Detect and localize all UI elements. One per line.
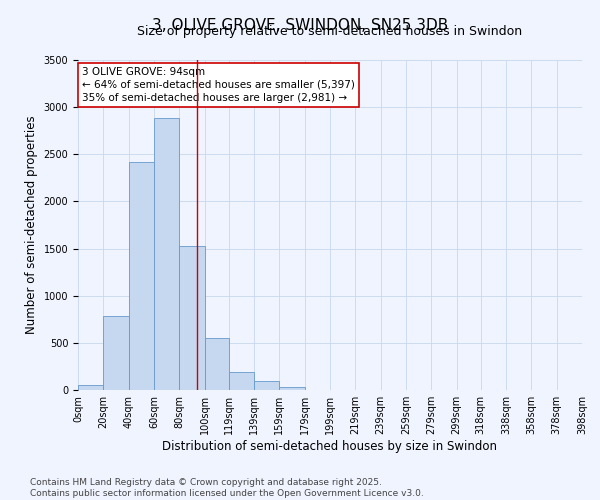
X-axis label: Distribution of semi-detached houses by size in Swindon: Distribution of semi-detached houses by …	[163, 440, 497, 453]
Text: Contains HM Land Registry data © Crown copyright and database right 2025.
Contai: Contains HM Land Registry data © Crown c…	[30, 478, 424, 498]
Y-axis label: Number of semi-detached properties: Number of semi-detached properties	[25, 116, 38, 334]
Bar	[128, 162, 154, 390]
Bar	[179, 246, 205, 390]
Bar	[280, 387, 305, 390]
Title: Size of property relative to semi-detached houses in Swindon: Size of property relative to semi-detach…	[137, 25, 523, 38]
Bar	[103, 316, 128, 390]
Bar	[205, 338, 229, 390]
Text: 3, OLIVE GROVE, SWINDON, SN25 3DB: 3, OLIVE GROVE, SWINDON, SN25 3DB	[152, 18, 448, 32]
Bar	[78, 386, 103, 390]
Bar	[229, 372, 254, 390]
Bar	[254, 380, 280, 390]
Bar	[154, 118, 179, 390]
Text: 3 OLIVE GROVE: 94sqm
← 64% of semi-detached houses are smaller (5,397)
35% of se: 3 OLIVE GROVE: 94sqm ← 64% of semi-detac…	[82, 66, 355, 103]
